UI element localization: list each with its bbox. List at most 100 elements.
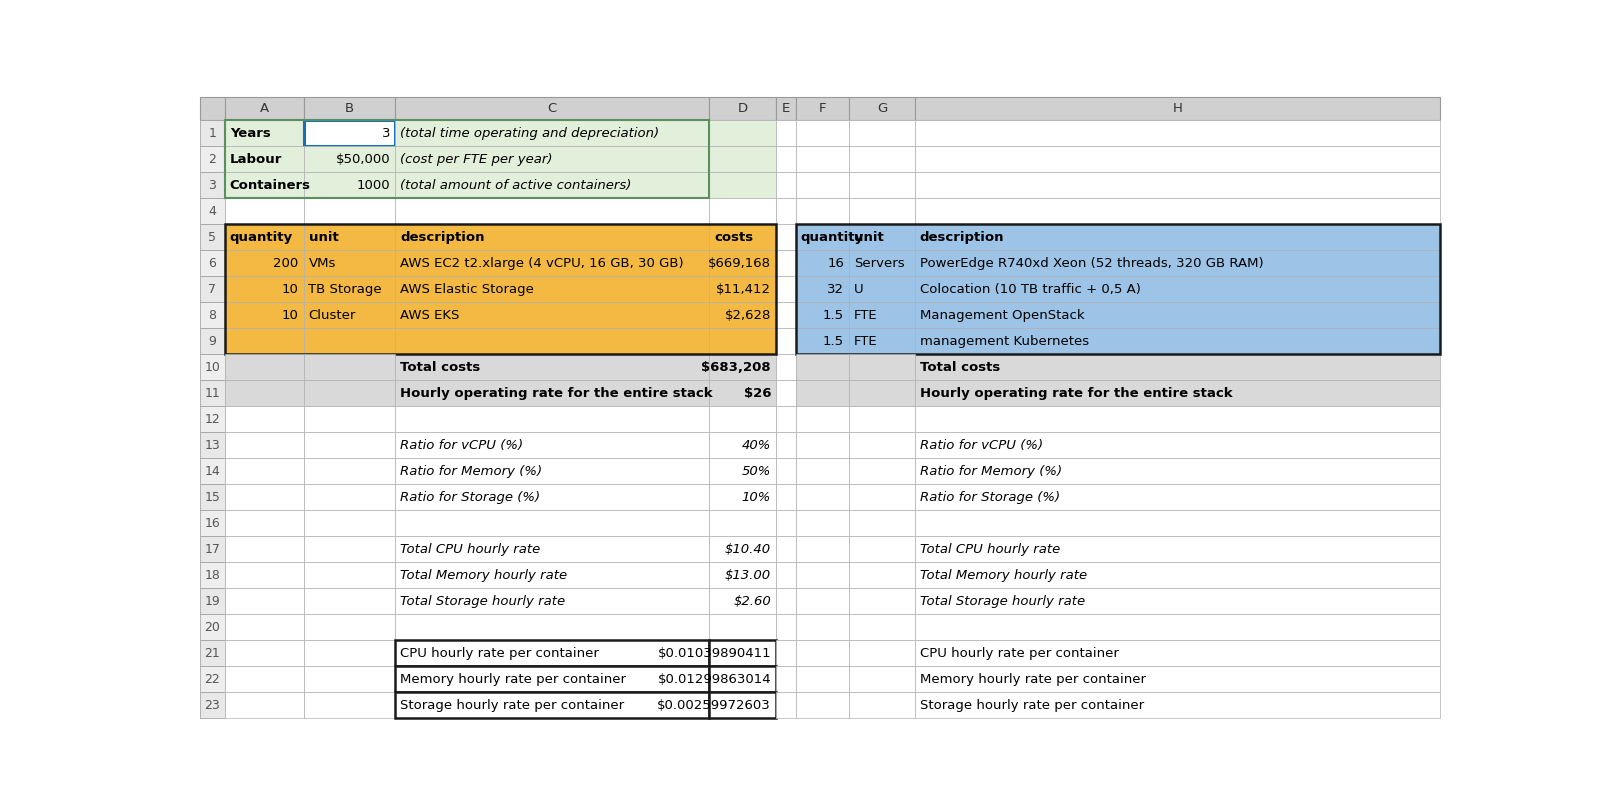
Bar <box>795 562 850 588</box>
Text: 20: 20 <box>205 621 221 633</box>
Bar <box>795 588 850 614</box>
Bar <box>776 173 795 199</box>
Bar <box>709 588 776 614</box>
Bar <box>915 562 1440 588</box>
Bar <box>304 97 395 120</box>
Bar <box>915 250 1440 276</box>
Bar <box>709 173 776 199</box>
Text: 21: 21 <box>205 646 221 660</box>
Bar <box>709 354 776 380</box>
Bar <box>915 407 1440 433</box>
Bar <box>795 667 850 692</box>
Bar <box>200 120 224 146</box>
Text: 8: 8 <box>208 309 216 322</box>
Bar <box>776 328 795 354</box>
Bar <box>304 328 395 354</box>
Bar <box>709 640 776 667</box>
Bar <box>709 97 776 120</box>
Bar <box>304 276 395 303</box>
Bar <box>224 537 304 562</box>
Bar <box>850 537 915 562</box>
Bar <box>304 380 395 407</box>
Bar <box>915 640 1440 667</box>
Bar <box>200 537 224 562</box>
Text: Management OpenStack: Management OpenStack <box>920 309 1085 322</box>
Bar <box>395 407 709 433</box>
Text: AWS EKS: AWS EKS <box>400 309 459 322</box>
Text: Ratio for Memory (%): Ratio for Memory (%) <box>400 465 542 478</box>
Bar <box>915 120 1440 146</box>
Text: unit: unit <box>309 231 338 244</box>
Text: 13: 13 <box>205 439 221 452</box>
Bar <box>915 328 1440 354</box>
Text: quantity: quantity <box>800 231 864 244</box>
Bar <box>304 614 395 640</box>
Bar <box>304 510 395 537</box>
Text: $26: $26 <box>744 387 771 399</box>
Bar <box>795 510 850 537</box>
Bar <box>776 380 795 407</box>
Text: B: B <box>346 102 354 115</box>
Text: unit: unit <box>854 231 883 244</box>
Bar <box>224 276 304 303</box>
Bar <box>795 250 850 276</box>
Bar <box>915 303 1440 328</box>
Bar <box>224 354 304 380</box>
Bar <box>200 97 224 120</box>
Bar <box>795 199 850 224</box>
Text: 12: 12 <box>205 413 221 426</box>
Bar <box>224 120 709 199</box>
Bar <box>395 692 709 718</box>
Text: Total Storage hourly rate: Total Storage hourly rate <box>920 595 1085 608</box>
Bar <box>200 303 224 328</box>
Bar <box>395 173 709 199</box>
Bar <box>795 380 850 407</box>
Bar <box>224 484 304 510</box>
Bar <box>795 354 850 380</box>
Bar <box>395 250 709 276</box>
Bar <box>795 224 1440 354</box>
Bar <box>224 380 304 407</box>
Bar <box>776 354 795 380</box>
Bar <box>850 97 915 120</box>
Bar <box>395 199 709 224</box>
Bar <box>850 667 915 692</box>
Text: $0.01299863014: $0.01299863014 <box>658 673 771 686</box>
Bar <box>224 458 304 484</box>
Text: Storage hourly rate per container: Storage hourly rate per container <box>400 699 624 712</box>
Bar <box>915 692 1440 718</box>
Text: $2.60: $2.60 <box>733 595 771 608</box>
Bar <box>200 328 224 354</box>
Text: Total Memory hourly rate: Total Memory hourly rate <box>400 569 568 582</box>
Bar <box>200 146 224 173</box>
Bar <box>915 667 1440 692</box>
Text: 4: 4 <box>208 205 216 218</box>
Bar <box>200 588 224 614</box>
Text: E: E <box>782 102 790 115</box>
Text: 32: 32 <box>827 283 845 296</box>
Bar <box>795 276 850 303</box>
Text: CPU hourly rate per container: CPU hourly rate per container <box>400 646 598 660</box>
Bar <box>224 588 304 614</box>
Bar <box>850 640 915 667</box>
Bar <box>776 199 795 224</box>
Text: AWS Elastic Storage: AWS Elastic Storage <box>400 283 534 296</box>
Bar <box>304 120 395 146</box>
Bar <box>850 224 915 250</box>
Text: Ratio for Storage (%): Ratio for Storage (%) <box>920 491 1059 504</box>
Bar <box>915 537 1440 562</box>
Text: PowerEdge R740xd Xeon (52 threads, 320 GB RAM): PowerEdge R740xd Xeon (52 threads, 320 G… <box>920 257 1264 270</box>
Text: Hourly operating rate for the entire stack: Hourly operating rate for the entire sta… <box>920 387 1232 399</box>
Text: 16: 16 <box>827 257 845 270</box>
Bar <box>915 199 1440 224</box>
Bar <box>776 224 795 250</box>
Bar <box>304 146 395 173</box>
Bar <box>850 354 915 380</box>
Text: U: U <box>854 283 864 296</box>
Bar <box>304 458 395 484</box>
Bar <box>304 199 395 224</box>
Bar <box>200 640 224 667</box>
Text: $10.40: $10.40 <box>725 543 771 556</box>
Text: 1: 1 <box>208 127 216 140</box>
Text: 10%: 10% <box>742 491 771 504</box>
